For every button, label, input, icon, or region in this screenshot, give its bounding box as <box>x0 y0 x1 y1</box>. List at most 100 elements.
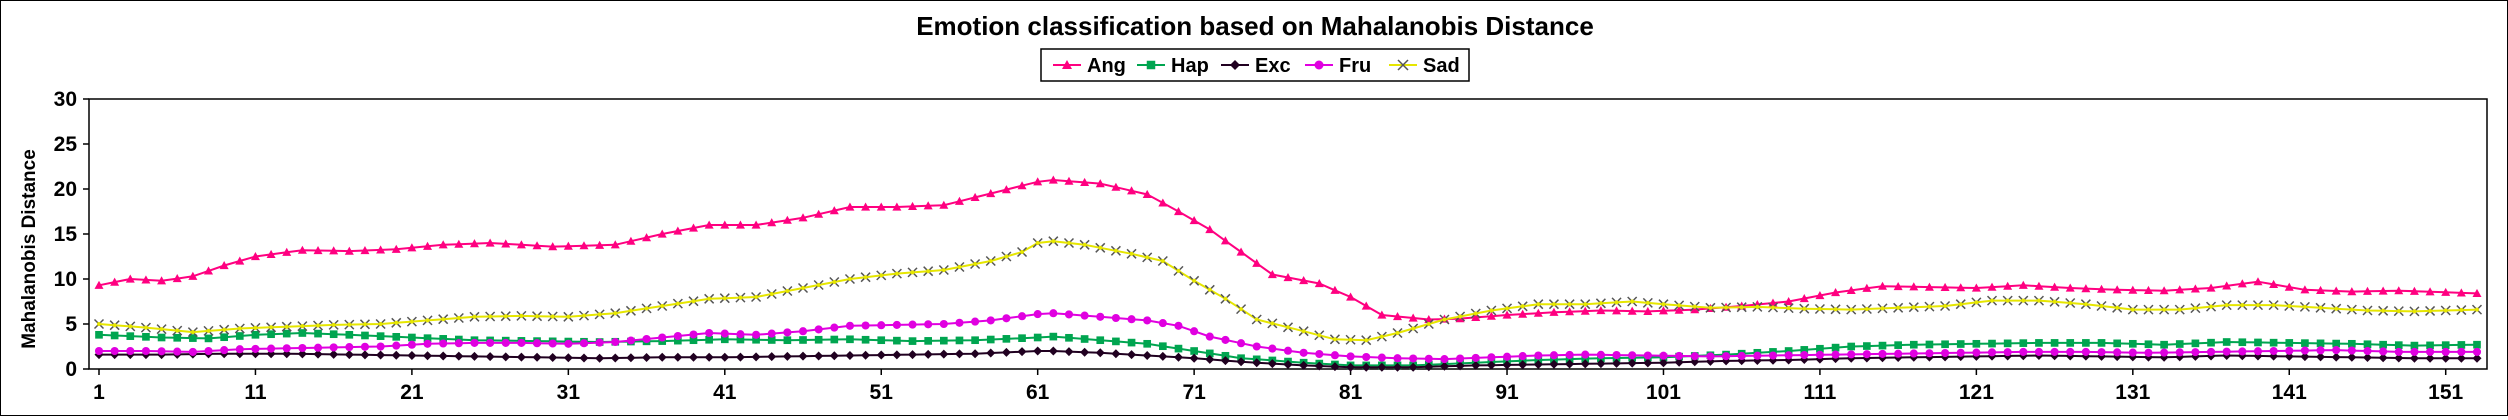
data-point-ang <box>1095 179 1105 188</box>
data-point-ang <box>908 201 918 210</box>
data-point-hap <box>1800 346 1809 354</box>
data-point-sad-fill <box>1896 305 1901 310</box>
data-point-hap <box>1033 333 1042 342</box>
x-tick-label: 81 <box>1339 381 1363 404</box>
data-point-hap <box>1143 339 1152 348</box>
data-point-hap <box>1878 341 1887 350</box>
data-point-sad-fill <box>1833 307 1838 312</box>
data-point-hap <box>846 335 854 344</box>
data-point-fru <box>1424 354 1433 363</box>
x-tick-label: 131 <box>2115 381 2150 404</box>
data-point-hap <box>2035 339 2043 347</box>
data-point-fru <box>845 321 854 330</box>
data-point-exc <box>454 351 464 361</box>
data-point-ang <box>2300 285 2310 294</box>
data-point-sad-fill <box>1849 307 1854 312</box>
data-point-sad-fill <box>879 273 884 278</box>
data-point-exc <box>1580 359 1590 369</box>
series-sad <box>93 236 2483 346</box>
data-point-sad-fill <box>1270 321 1275 326</box>
data-point-sad-fill <box>1614 300 1619 305</box>
data-point-exc <box>1267 359 1277 369</box>
data-point-hap <box>408 333 416 342</box>
data-point-fru <box>454 339 463 348</box>
data-point-ang <box>1658 306 1668 315</box>
data-point-fru <box>313 343 323 352</box>
data-point-fru <box>1221 335 1230 344</box>
data-point-exc <box>2378 353 2388 363</box>
x-tick-label: 1 <box>93 381 105 404</box>
x-axis: 1 11 21 31 41 51 61 71 81 91 101 111 121 131 141 151 <box>93 369 2464 404</box>
data-point-exc <box>297 349 307 359</box>
data-point-ang <box>219 261 229 270</box>
data-point-ang <box>297 245 307 254</box>
data-point-ang <box>563 241 573 250</box>
data-point-fru <box>1581 350 1590 359</box>
data-point-sad-fill <box>1974 300 1979 305</box>
data-point-sad-fill <box>2162 307 2167 312</box>
data-point-exc <box>1518 360 1528 370</box>
data-point-ang <box>2269 279 2279 288</box>
data-point-sad-fill <box>707 296 712 301</box>
y-tick-label: 30 <box>54 88 77 111</box>
data-point-hap <box>345 330 354 339</box>
data-point-sad-fill <box>1755 304 1760 309</box>
data-point-sad-fill <box>2193 306 2198 311</box>
data-point-ang <box>1940 282 1950 291</box>
data-point-sad-fill <box>2302 304 2307 309</box>
data-point-fru <box>2332 346 2341 355</box>
data-point-hap <box>2160 340 2168 349</box>
data-point-fru <box>1722 352 1731 361</box>
data-point-fru <box>2160 348 2169 357</box>
data-point-exc <box>1205 354 1215 364</box>
data-point-ang <box>1283 273 1293 282</box>
data-point-ang <box>1549 307 1559 316</box>
data-point-ang <box>2018 280 2028 289</box>
data-point-hap <box>767 336 776 344</box>
data-point-hap <box>1080 335 1089 343</box>
data-point-sad-fill <box>535 314 540 319</box>
data-point-ang <box>861 202 871 211</box>
data-point-ang <box>1486 311 1496 320</box>
data-point-sad-fill <box>2459 308 2464 313</box>
data-point-fru <box>939 319 948 329</box>
data-point-hap <box>1988 339 1996 348</box>
data-point-hap <box>861 335 870 344</box>
data-point-exc <box>1408 362 1418 372</box>
data-point-sad-fill <box>1192 278 1197 283</box>
x-tick-label: 31 <box>557 381 581 404</box>
data-point-hap <box>423 334 432 342</box>
data-point-fru <box>2206 347 2216 356</box>
data-point-fru <box>1017 312 1027 321</box>
data-point-hap <box>689 336 698 345</box>
data-point-sad-fill <box>1082 242 1087 247</box>
data-point-sad-fill <box>159 327 164 332</box>
data-point-ang <box>1064 176 1074 185</box>
data-point-ang <box>454 239 464 248</box>
data-point-ang <box>2003 281 2013 290</box>
data-point-fru <box>2457 347 2466 356</box>
data-point-ang <box>1220 236 1230 245</box>
y-axis: 0 5 10 15 20 25 30 <box>54 88 89 381</box>
legend-label-ang: Ang <box>1087 55 1126 77</box>
data-point-hap <box>1018 334 1026 342</box>
data-point-exc <box>1095 348 1105 358</box>
data-point-ang <box>1393 312 1403 321</box>
data-point-ang <box>939 200 949 209</box>
data-point-hap <box>2410 341 2419 350</box>
data-point-exc <box>1064 347 1074 357</box>
data-point-ang <box>2128 285 2138 294</box>
x-tick-label: 141 <box>2272 381 2307 404</box>
legend-item-exc: Exc <box>1221 55 1291 77</box>
data-point-ang <box>1471 312 1481 321</box>
data-point-sad-fill <box>2240 303 2245 308</box>
data-point-fru <box>892 320 901 329</box>
data-point-fru <box>2269 346 2278 356</box>
data-point-hap <box>189 334 197 342</box>
data-point-sad-fill <box>300 324 305 329</box>
data-point-hap <box>2301 339 2309 347</box>
data-point-ang <box>1502 310 1512 319</box>
data-point-exc <box>1173 352 1183 362</box>
data-point-fru <box>1847 350 1856 359</box>
data-point-sad-fill <box>128 324 133 329</box>
